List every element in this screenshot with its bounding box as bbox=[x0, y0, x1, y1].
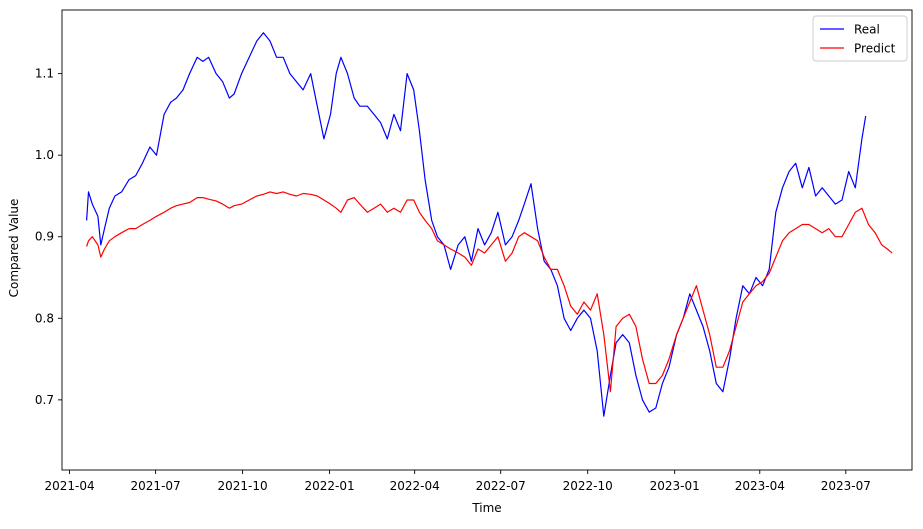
series-layer bbox=[86, 32, 893, 417]
x-tick-label: 2022-01 bbox=[305, 479, 355, 493]
y-tick-label: 0.8 bbox=[35, 311, 54, 325]
x-tick-label: 2022-07 bbox=[476, 479, 526, 493]
ticks-layer: 2021-04 2021-07 2021-10 2022-01 2022-04 2022-… bbox=[35, 67, 871, 493]
x-tick-label: 2023-07 bbox=[821, 479, 871, 493]
legend-label-predict: Predict bbox=[854, 42, 896, 56]
legend: Real Predict bbox=[812, 15, 908, 62]
series-line-predict bbox=[86, 191, 893, 393]
x-tick-label: 2023-01 bbox=[650, 479, 700, 493]
y-axis-label: Compared Value bbox=[7, 199, 21, 298]
y-tick-label: 1.1 bbox=[35, 67, 54, 81]
plot-frame bbox=[61, 9, 913, 471]
x-tick-label: 2021-10 bbox=[218, 479, 268, 493]
legend-box bbox=[812, 15, 908, 62]
x-tick-label: 2021-04 bbox=[44, 479, 94, 493]
x-tick-label: 2021-07 bbox=[131, 479, 181, 493]
y-tick-label: 0.7 bbox=[35, 393, 54, 407]
y-tick-label: 0.9 bbox=[35, 230, 54, 244]
series-line-real bbox=[86, 32, 867, 417]
x-tick-label: 2022-10 bbox=[563, 479, 613, 493]
legend-label-real: Real bbox=[854, 23, 880, 37]
y-tick-label: 1.0 bbox=[35, 148, 54, 162]
x-tick-label: 2023-04 bbox=[735, 479, 785, 493]
x-tick-label: 2022-04 bbox=[390, 479, 440, 493]
x-axis-label: Time bbox=[471, 501, 501, 515]
